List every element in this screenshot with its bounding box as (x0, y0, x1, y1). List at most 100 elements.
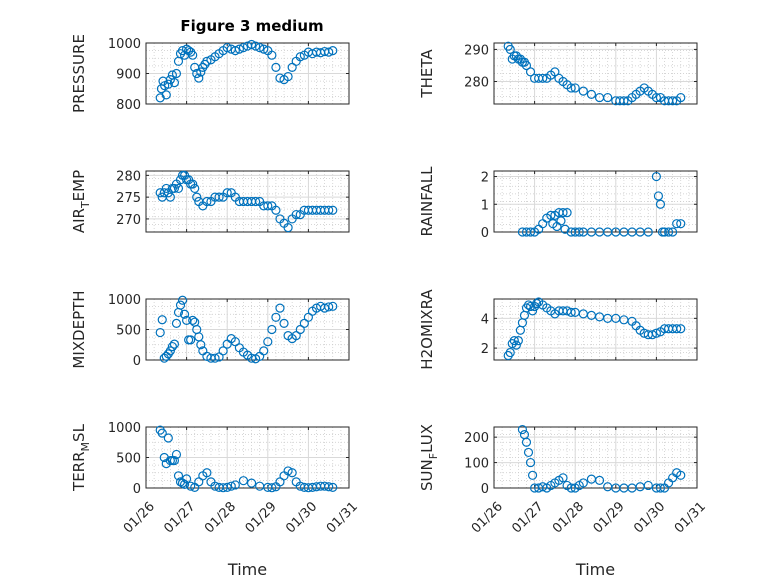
y-tick-label: 500 (116, 324, 141, 339)
subplot-air-temp: 270 275 280 AIRTEMP (70, 169, 350, 233)
data-point (190, 183, 200, 194)
subplot-h2omixra: 2 4 H2OMIXRA (418, 289, 698, 370)
data-point (271, 312, 281, 322)
data-point (283, 71, 293, 82)
data-point (173, 471, 184, 481)
x-tick-label: 01/29 (591, 499, 628, 536)
data-point (523, 447, 534, 458)
y-axis-label: MIXDEPTH (70, 290, 88, 368)
data-point (574, 227, 584, 237)
data-point (324, 47, 334, 57)
data-point (188, 50, 198, 60)
x-axis-label: Time (575, 560, 615, 579)
data-point (525, 227, 536, 237)
data-point (672, 219, 682, 229)
data-point (527, 306, 538, 316)
axes-frame (145, 170, 350, 233)
data-point (324, 302, 334, 312)
data-point (171, 68, 182, 79)
y-tick-label: 200 (464, 431, 489, 446)
y-axis-label: SUNFLUX (418, 424, 440, 491)
data-point (179, 479, 190, 489)
data-point (202, 196, 212, 207)
y-tick-label: 2 (481, 342, 489, 357)
data-point (188, 315, 198, 325)
y-tick-label: 0 (133, 482, 141, 497)
data-point (328, 46, 338, 56)
data-point (653, 191, 664, 201)
data-point (167, 341, 177, 352)
x-tick-label: 01/28 (202, 499, 239, 536)
axes-frame (493, 42, 698, 105)
data-point (546, 210, 556, 220)
data-point (155, 327, 165, 338)
x-tick-label: 01/26 (469, 499, 506, 536)
data-point (603, 92, 613, 103)
data-point (328, 301, 338, 311)
data-point (246, 39, 257, 50)
y-tick-label: 4 (481, 312, 489, 327)
subplot-mixdepth: 0 500 1000 MIXDEPTH (70, 290, 350, 369)
data-point (169, 455, 180, 466)
data-point (532, 298, 542, 309)
y-tick-label: 270 (116, 213, 141, 228)
data-point (182, 474, 192, 484)
data-point (186, 335, 196, 345)
data-point (214, 192, 224, 202)
subplot-rainfall: 0 1 2 RAINFALL (418, 166, 698, 241)
y-axis-label: RAINFALL (418, 166, 436, 237)
x-tick-label: 01/27 (161, 499, 198, 536)
data-point (210, 353, 220, 363)
y-tick-label: 275 (116, 191, 141, 206)
data-point (234, 44, 244, 54)
data-point (556, 216, 566, 226)
data-point (246, 478, 257, 488)
data-point (222, 482, 232, 492)
data-point (163, 79, 173, 89)
data-point (196, 67, 206, 77)
x-tick-label: 01/31 (324, 499, 361, 536)
data-point (230, 46, 240, 56)
data-point (586, 89, 597, 99)
data-point (192, 192, 202, 202)
y-axis-label: H2OMIXRA (418, 289, 436, 370)
data-point (525, 67, 536, 77)
data-point (157, 315, 167, 325)
data-point (157, 428, 167, 438)
data-point (647, 330, 657, 340)
data-point (251, 196, 261, 207)
y-tick-label: 0 (481, 482, 489, 497)
data-point (283, 466, 293, 476)
data-point (558, 207, 568, 218)
data-point (169, 339, 180, 349)
data-point (192, 68, 202, 79)
data-point (562, 207, 572, 218)
data-point (505, 44, 515, 55)
data-point (169, 183, 180, 194)
data-point (267, 483, 277, 493)
y-tick-label: 2 (481, 171, 489, 186)
data-point (202, 56, 212, 66)
y-tick-label: 800 (116, 98, 141, 113)
data-point (186, 481, 196, 491)
y-tick-label: 100 (464, 457, 489, 472)
x-tick-label: 01/30 (283, 499, 320, 536)
data-point (275, 303, 285, 313)
data-point (267, 50, 277, 60)
subplot-sun-flux: 0 100 200 01/26 01/27 01/28 01/29 01/30 01/31 Tim… (418, 424, 709, 579)
data-point (521, 437, 532, 447)
y-tick-label: 0 (133, 354, 141, 369)
data-point (560, 224, 570, 234)
data-point (255, 42, 265, 53)
data-point (676, 324, 686, 334)
data-point (283, 223, 293, 233)
data-point (177, 295, 188, 305)
data-point (271, 62, 281, 73)
data-point (230, 480, 240, 490)
data-point (676, 470, 686, 480)
y-tick-label: 1000 (108, 293, 141, 308)
y-axis-label: THETA (418, 49, 436, 99)
data-point (578, 86, 588, 96)
